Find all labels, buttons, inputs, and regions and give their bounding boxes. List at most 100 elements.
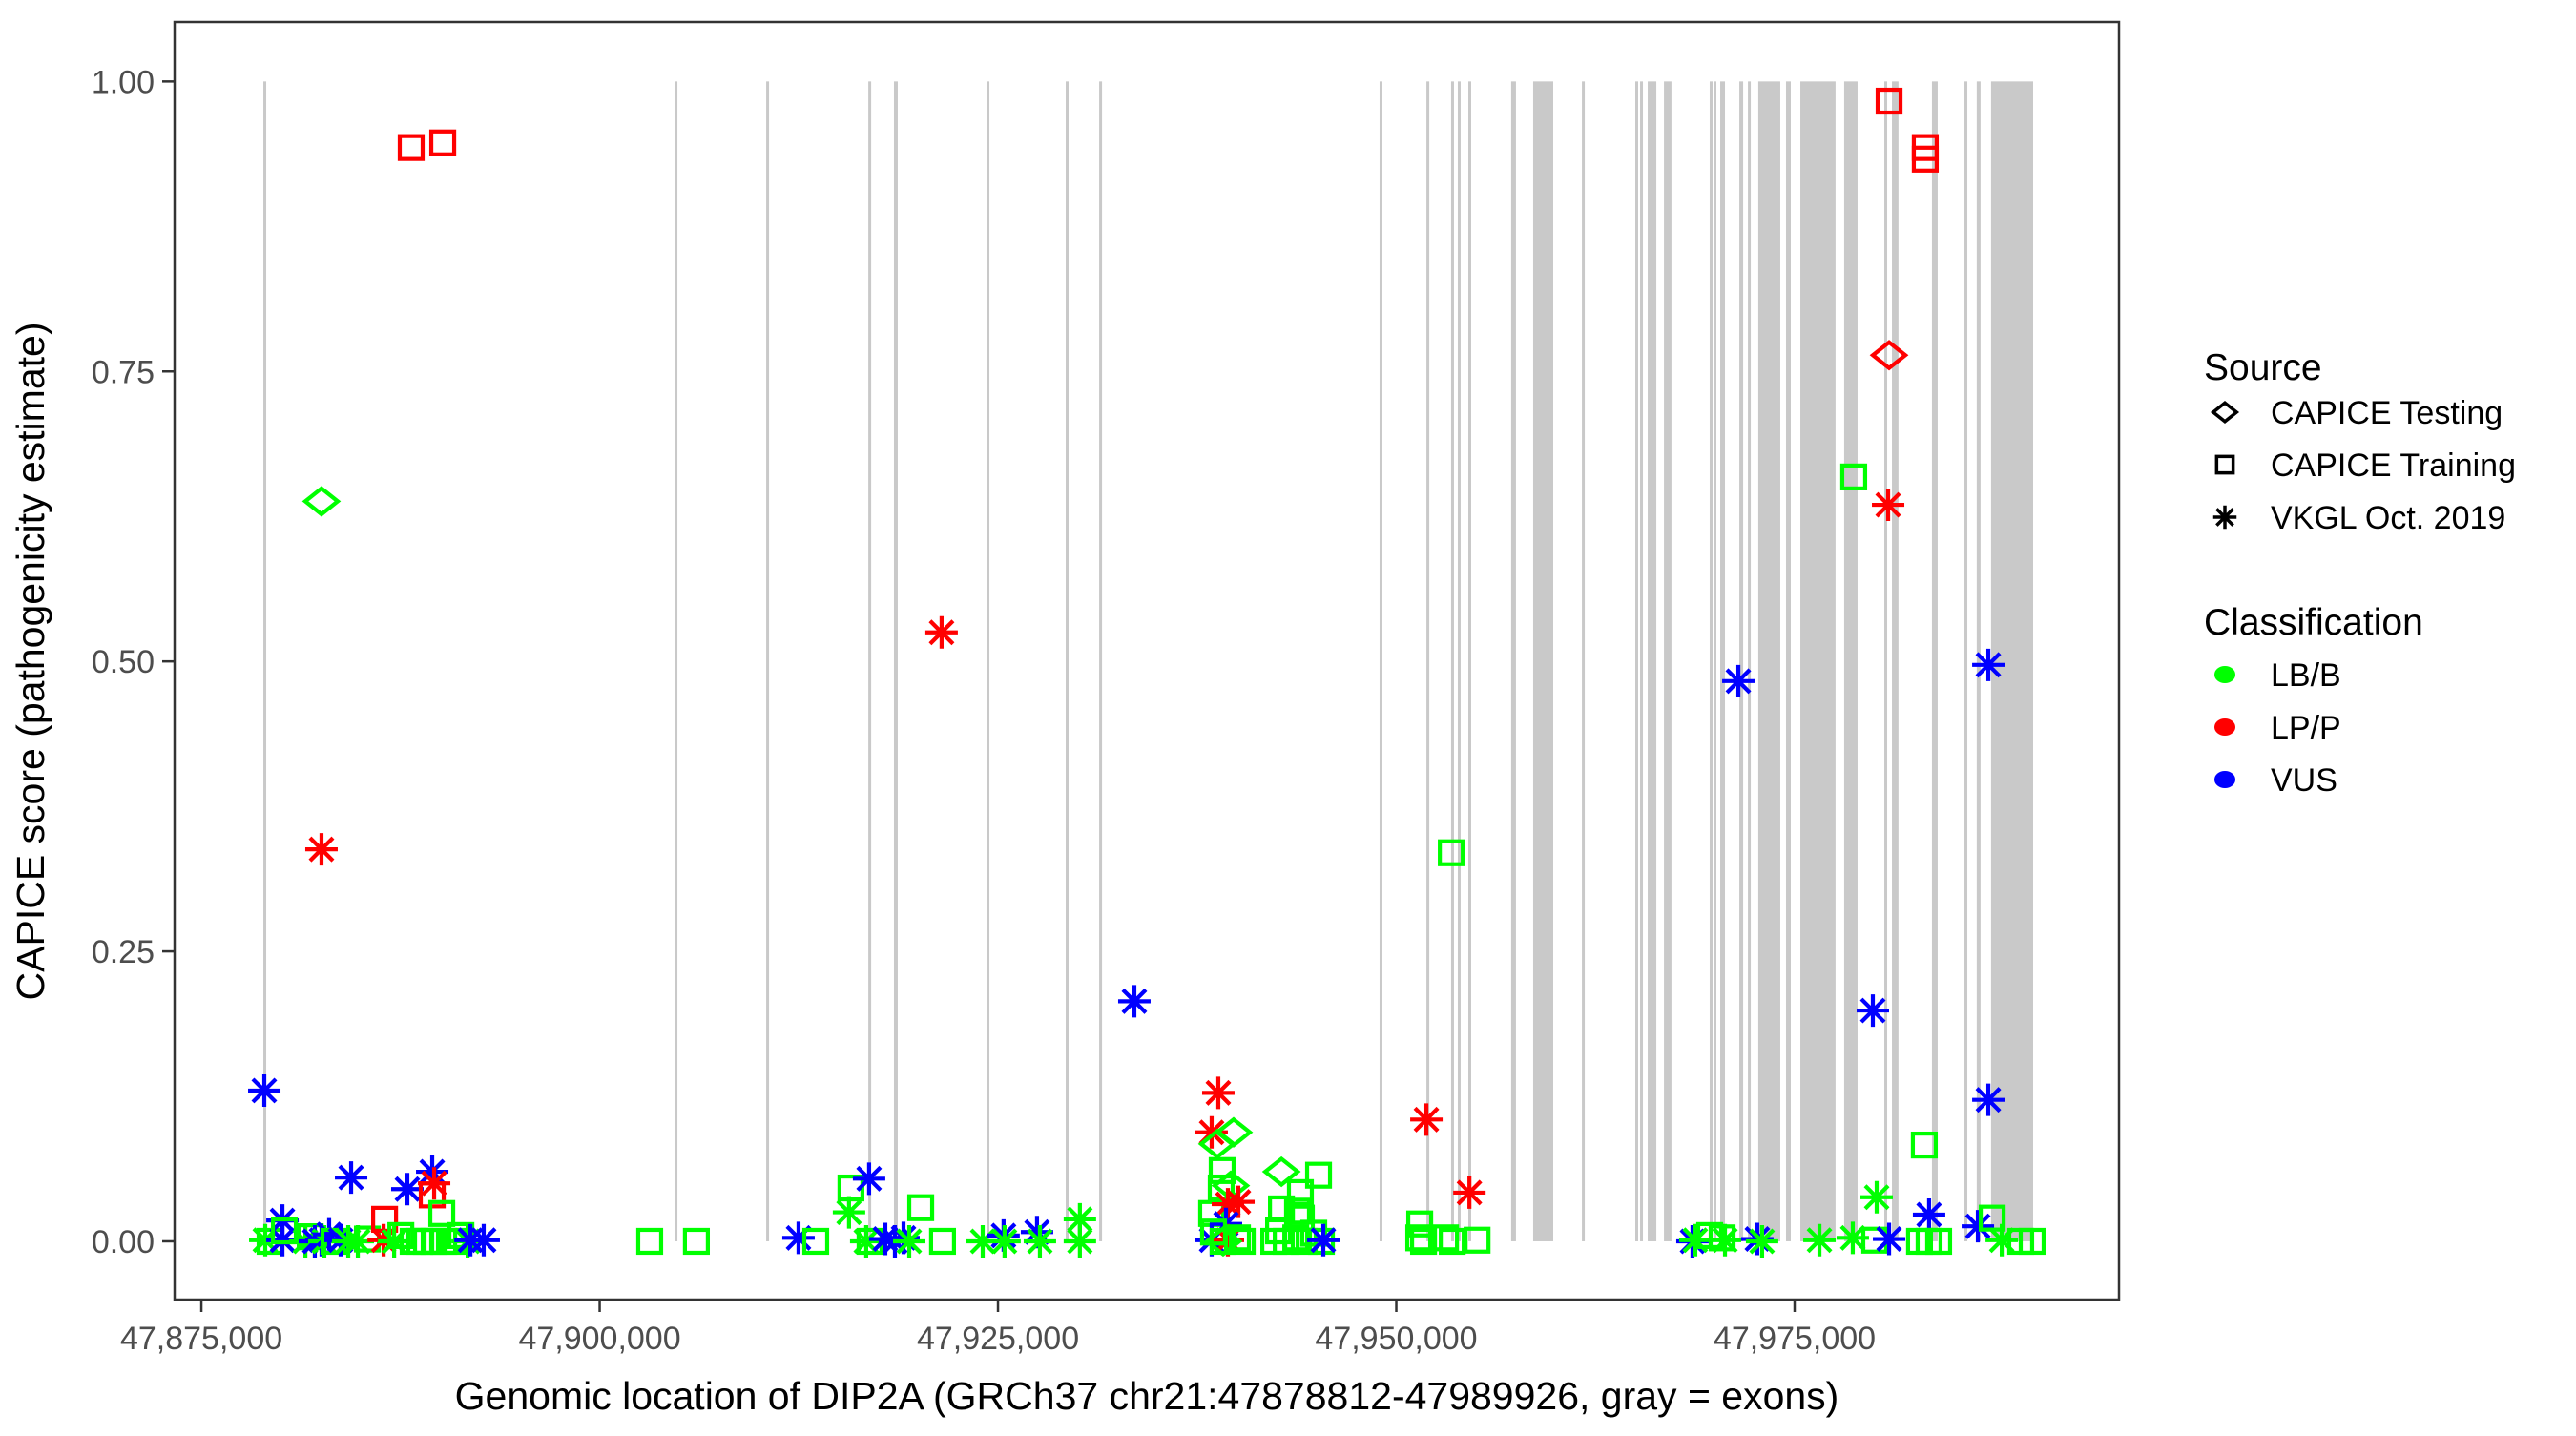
data-point-square <box>1911 145 1940 173</box>
data-point-asterisk <box>467 1223 500 1257</box>
exon-bar <box>868 81 872 1241</box>
exon-bar <box>1648 81 1657 1241</box>
square-legend-icon <box>2214 454 2235 475</box>
data-point-asterisk <box>1962 1210 1995 1243</box>
legend-item-lpp: LP/P <box>2271 710 2341 746</box>
y-axis-title: CAPICE score (pathogenicity estimate) <box>9 323 52 1001</box>
exon-bar <box>893 81 898 1241</box>
data-point-square <box>1223 1224 1252 1252</box>
data-point-asterisk <box>852 1162 885 1196</box>
data-point-asterisk <box>1020 1216 1053 1249</box>
exon-bar <box>1450 81 1454 1241</box>
x-axis-tick-label: 47,975,000 <box>1714 1321 1876 1357</box>
data-points <box>248 87 2046 1258</box>
data-point-asterisk <box>1873 1222 1906 1256</box>
lpp-color-dot-icon <box>2214 718 2235 736</box>
data-point-square <box>1708 1224 1736 1252</box>
exon-bar <box>1931 81 1938 1241</box>
data-point-asterisk <box>966 1224 999 1258</box>
data-point-asterisk <box>987 1224 1021 1258</box>
data-point-asterisk <box>1803 1223 1837 1257</box>
data-point-square <box>801 1227 830 1256</box>
data-point-square <box>1839 463 1868 490</box>
exon-bar <box>263 81 267 1241</box>
data-point-square <box>1228 1227 1257 1256</box>
data-point-asterisk <box>1063 1202 1096 1236</box>
data-point-square <box>397 134 426 161</box>
exon-bar <box>1757 81 1780 1241</box>
data-point-square <box>427 1199 456 1227</box>
data-point-asterisk <box>1222 1185 1256 1218</box>
data-point-asterisk <box>893 1224 926 1258</box>
data-point-square <box>1283 1197 1312 1225</box>
data-point-asterisk <box>1201 1076 1235 1110</box>
exon-bar <box>1426 81 1430 1241</box>
exon-bar <box>1964 81 1968 1241</box>
data-point-asterisk <box>1410 1103 1444 1136</box>
data-point-asterisk <box>1195 1115 1228 1149</box>
y-axis-tick-label: 0.50 <box>92 644 155 680</box>
exon-bar <box>1532 81 1554 1241</box>
y-axis-tick-label: 0.25 <box>92 934 155 970</box>
y-axis-tick-label: 0.00 <box>92 1224 155 1260</box>
exon-bar <box>1785 81 1791 1241</box>
data-point-asterisk <box>1972 648 2005 681</box>
exon-bar <box>1800 81 1836 1241</box>
exon-bar <box>1582 81 1586 1241</box>
data-point-asterisk <box>335 1161 368 1195</box>
data-point-asterisk <box>1745 1224 1778 1258</box>
legend-classification: Classification LB/B LP/P VUS <box>2204 602 2423 799</box>
exon-bar <box>1976 81 1981 1241</box>
legend-item-capice-training: CAPICE Training <box>2271 447 2516 484</box>
data-point-square <box>2018 1227 2046 1256</box>
data-point-diamond <box>1261 1155 1301 1188</box>
data-point-square <box>682 1227 711 1256</box>
data-point-asterisk <box>1985 1223 2019 1257</box>
data-point-asterisk <box>312 1217 345 1251</box>
legend-item-vus: VUS <box>2271 762 2337 799</box>
exon-bar <box>1635 81 1639 1241</box>
exon-bar <box>1720 81 1726 1241</box>
y-axis-tick-label: 1.00 <box>92 64 155 100</box>
data-point-asterisk <box>1063 1224 1096 1258</box>
diamond-legend-icon <box>2210 401 2240 424</box>
data-point-square <box>1304 1161 1333 1189</box>
data-point-diamond <box>1197 1128 1237 1160</box>
data-point-asterisk <box>2212 505 2237 530</box>
exon-bar <box>1990 81 2033 1241</box>
exon-bar <box>1467 81 1472 1241</box>
exon-bar <box>1640 81 1644 1241</box>
data-point-square <box>1432 1224 1460 1252</box>
data-point-asterisk <box>924 615 958 649</box>
lbb-color-dot-icon <box>2214 666 2235 683</box>
data-point-asterisk <box>781 1221 815 1255</box>
exon-bar <box>1713 81 1716 1241</box>
legend-source: Source CAPICE Testing CAPICE Training VK… <box>2204 347 2516 536</box>
data-point-asterisk <box>1678 1223 1712 1257</box>
exon-bar <box>1739 81 1744 1241</box>
data-point-asterisk <box>266 1223 300 1257</box>
data-point-square <box>1910 1131 1939 1159</box>
data-point-asterisk <box>304 833 338 866</box>
legend-source-title: Source <box>2204 347 2322 388</box>
data-point-asterisk <box>1912 1198 1945 1232</box>
legend-item-capice-testing: CAPICE Testing <box>2271 395 2503 431</box>
asterisk-legend-icon <box>2212 505 2237 530</box>
data-point-diamond <box>301 486 342 517</box>
data-point-square <box>1404 1224 1433 1252</box>
data-point-asterisk <box>249 1223 282 1257</box>
exon-bar <box>1843 81 1858 1241</box>
vus-color-dot-icon <box>2214 771 2235 788</box>
legend-item-lbb: LB/B <box>2271 657 2341 694</box>
data-point-square <box>1438 839 1465 866</box>
data-point-square <box>928 1227 957 1256</box>
exon-bar <box>1709 81 1713 1241</box>
exon-bands <box>263 81 2033 1241</box>
x-axis-tick-label: 47,875,000 <box>120 1321 282 1357</box>
exon-bar <box>1892 81 1899 1241</box>
data-point-square <box>635 1227 664 1256</box>
data-point-asterisk <box>1856 994 1889 1028</box>
legend-classification-title: Classification <box>2204 602 2423 643</box>
exon-bar <box>675 81 678 1241</box>
